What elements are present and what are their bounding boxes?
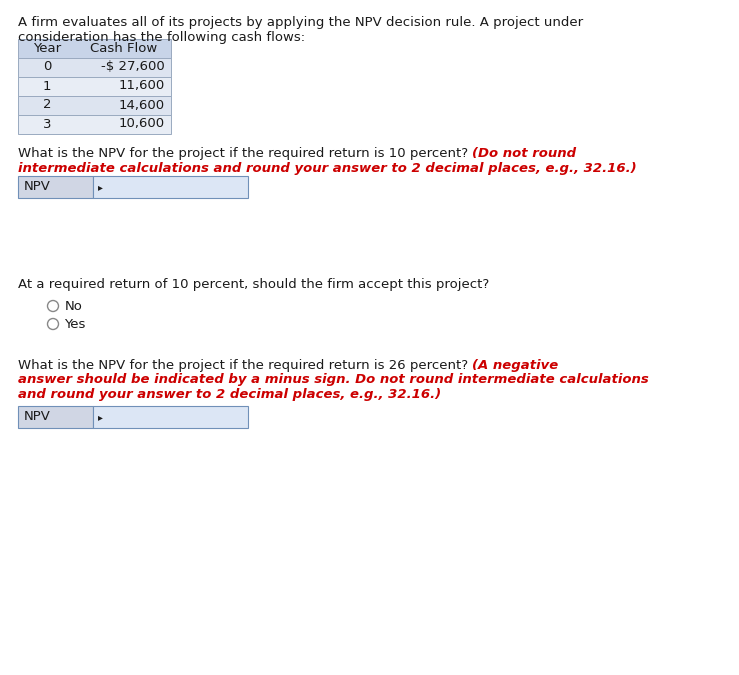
- Text: (A negative: (A negative: [472, 359, 559, 372]
- Text: -$ 27,600: -$ 27,600: [101, 61, 165, 74]
- Text: A firm evaluates all of its projects by applying the NPV decision rule. A projec: A firm evaluates all of its projects by …: [18, 16, 583, 29]
- Text: What is the NPV for the project if the required return is 10 percent?: What is the NPV for the project if the r…: [18, 148, 472, 161]
- Text: Cash Flow: Cash Flow: [90, 41, 157, 55]
- Text: 3: 3: [43, 117, 51, 130]
- Text: 2: 2: [43, 99, 51, 111]
- Text: consideration has the following cash flows:: consideration has the following cash flo…: [18, 30, 305, 43]
- Bar: [93, 176, 248, 198]
- Text: 14,600: 14,600: [119, 99, 165, 111]
- Text: Year: Year: [33, 41, 61, 55]
- Text: No: No: [64, 300, 82, 313]
- Text: NPV: NPV: [24, 180, 51, 194]
- Text: 11,600: 11,600: [119, 80, 165, 92]
- Text: What is the NPV for the project if the required return is 26 percent?: What is the NPV for the project if the r…: [18, 359, 472, 372]
- Bar: [18, 38, 171, 57]
- Bar: [18, 176, 93, 198]
- Bar: [18, 115, 171, 134]
- Text: 1: 1: [43, 80, 51, 92]
- Text: 10,600: 10,600: [119, 117, 165, 130]
- Text: answer should be indicated by a minus sign. Do not round intermediate calculatio: answer should be indicated by a minus si…: [18, 373, 649, 387]
- Bar: [18, 95, 171, 115]
- Text: Yes: Yes: [64, 317, 86, 331]
- Text: ▸: ▸: [98, 182, 103, 192]
- Bar: [18, 406, 93, 428]
- Text: 0: 0: [43, 61, 51, 74]
- Bar: [18, 57, 171, 76]
- Text: ▸: ▸: [98, 412, 103, 422]
- Bar: [93, 406, 248, 428]
- Text: NPV: NPV: [24, 410, 51, 423]
- Text: and round your answer to 2 decimal places, e.g., 32.16.): and round your answer to 2 decimal place…: [18, 388, 441, 401]
- Text: At a required return of 10 percent, should the firm accept this project?: At a required return of 10 percent, shou…: [18, 278, 489, 291]
- Text: (Do not round: (Do not round: [472, 148, 576, 161]
- Text: intermediate calculations and round your answer to 2 decimal places, e.g., 32.16: intermediate calculations and round your…: [18, 162, 636, 175]
- Bar: [18, 76, 171, 95]
